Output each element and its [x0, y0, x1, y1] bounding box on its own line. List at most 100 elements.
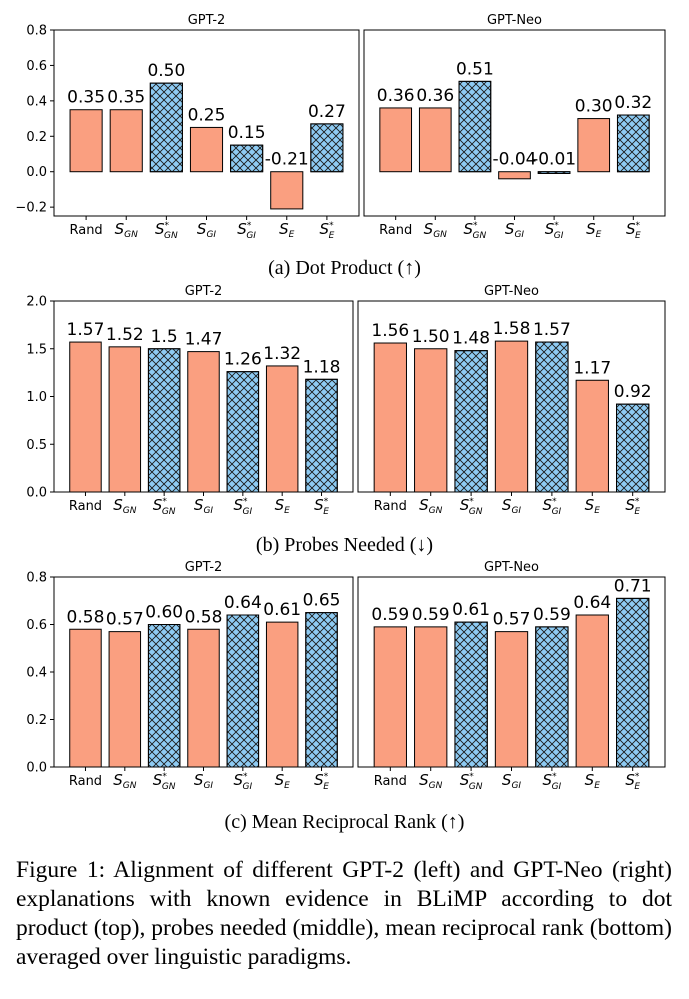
x-tick-label-6: S* E — [626, 220, 641, 241]
y-tick-label-2: 0.2 — [26, 130, 47, 145]
data-label-1: 0.35 — [107, 88, 145, 108]
panel-gpt-neo: 0.36 Rand 0.36 SGN 0.51 S* GN -0.04 SGI -0.01 S* GI… — [363, 13, 666, 241]
x-tick-label-6: S* E — [314, 771, 329, 792]
x-tick-label-1: SGN — [115, 220, 139, 240]
bar-3 — [187, 628, 220, 768]
x-tick-label-4: S* GI — [234, 496, 253, 517]
bar-5 — [577, 118, 611, 173]
panel-gpt-2: 0.35 Rand 0.35 SGN 0.50 S* GN 0.25 SGI 0.15 S* GI -0… — [15, 13, 360, 241]
panel-gpt-neo: 0.59 Rand 0.59 SGN 0.61 S* GN 0.57 SGI 0.59 S* GI 0.… — [357, 560, 666, 792]
data-label-5: 0.30 — [575, 97, 613, 117]
data-label-5: 1.17 — [573, 358, 611, 378]
x-tick-label-3: SGI — [197, 220, 217, 240]
data-label-2: 0.60 — [145, 603, 183, 623]
data-label-6: 0.65 — [303, 591, 341, 611]
y-tick-label-4: 0.8 — [26, 571, 47, 586]
bar-hatch-2 — [458, 80, 492, 173]
x-tick-label-2: S* GN — [153, 496, 176, 517]
plot-frame — [363, 29, 666, 217]
y-tick-label-1: 0.0 — [26, 165, 47, 180]
panel-title: GPT-2 — [185, 284, 223, 299]
x-tick-label-0: Rand — [379, 223, 412, 238]
panel-gpt-2: 0.58 Rand 0.57 SGN 0.60 S* GN 0.58 SGI 0.64 S* GI 0.… — [26, 560, 354, 792]
plot-frame — [357, 576, 666, 768]
data-label-3: 0.57 — [493, 610, 531, 630]
data-label-3: 0.25 — [188, 105, 226, 125]
x-tick-label-1: SGN — [419, 771, 443, 791]
x-tick-label-5: SE — [585, 771, 601, 791]
x-tick-label-5: SE — [275, 496, 291, 516]
panel-title: GPT-Neo — [484, 560, 539, 575]
data-label-1: 1.52 — [106, 325, 144, 345]
bar-5 — [265, 365, 299, 493]
x-tick-label-5: SE — [279, 220, 295, 240]
x-tick-label-6: S* E — [625, 496, 640, 517]
panel-title: GPT-2 — [188, 13, 226, 28]
bar-0 — [69, 341, 102, 493]
bar-hatch-6 — [305, 378, 338, 493]
bar-hatch-2 — [454, 350, 488, 493]
bar-hatch-2 — [147, 624, 181, 768]
data-label-4: 1.57 — [533, 320, 571, 340]
bar-0 — [69, 109, 103, 173]
data-label-5: 0.64 — [573, 593, 611, 613]
data-label-5: -0.21 — [265, 150, 309, 170]
x-tick-label-4: S* GI — [237, 220, 256, 241]
bar-1 — [414, 626, 448, 768]
bar-hatch-4 — [537, 171, 571, 174]
x-tick-label-3: SGI — [194, 496, 214, 516]
data-label-3: 1.47 — [185, 330, 223, 350]
data-label-6: 0.32 — [614, 93, 652, 113]
subfigure-caption: (b) Probes Needed (↓) — [256, 534, 433, 556]
x-tick-label-3: SGI — [194, 771, 214, 791]
x-tick-label-4: S* GI — [545, 220, 564, 241]
data-label-3: -0.04 — [493, 150, 537, 170]
panel-title: GPT-Neo — [484, 284, 539, 299]
x-tick-label-4: S* GI — [234, 771, 253, 792]
x-tick-label-0: Rand — [69, 223, 102, 238]
data-label-2: 1.48 — [452, 329, 490, 349]
bar-hatch-2 — [149, 82, 183, 173]
data-label-1: 0.57 — [106, 610, 144, 630]
bar-5 — [270, 171, 304, 210]
data-label-3: 1.58 — [493, 319, 531, 339]
x-tick-label-4: S* GI — [543, 771, 562, 792]
x-tick-label-2: S* GN — [460, 771, 483, 792]
bar-5 — [265, 621, 299, 768]
data-label-0: 1.56 — [371, 321, 409, 341]
y-tick-label-2: 1.0 — [26, 390, 47, 405]
bar-hatch-4 — [535, 341, 569, 493]
y-tick-label-4: 0.6 — [26, 59, 47, 74]
data-label-6: 0.27 — [308, 102, 346, 122]
bar-hatch-6 — [616, 114, 650, 173]
data-label-4: 0.15 — [228, 123, 266, 143]
bar-0 — [379, 107, 413, 173]
y-tick-label-5: 0.8 — [26, 24, 47, 39]
y-tick-label-3: 0.4 — [26, 94, 47, 109]
bar-hatch-4 — [230, 144, 264, 173]
bar-hatch-6 — [616, 403, 650, 493]
data-label-0: 0.58 — [67, 607, 105, 627]
bar-hatch-4 — [535, 626, 569, 768]
x-tick-label-1: SGN — [424, 220, 448, 240]
bar-1 — [414, 348, 448, 493]
figure-caption: Figure 1: Alignment of different GPT-2 (… — [16, 857, 672, 970]
data-label-4: 0.59 — [533, 605, 571, 625]
x-tick-label-6: S* E — [320, 220, 335, 241]
x-tick-label-2: S* GN — [460, 496, 483, 517]
data-label-2: 0.50 — [147, 61, 185, 81]
data-label-0: 1.57 — [67, 320, 105, 340]
data-label-1: 0.36 — [416, 86, 454, 106]
x-tick-label-1: SGN — [113, 496, 137, 516]
y-tick-label-3: 0.6 — [26, 618, 47, 633]
bar-1 — [108, 631, 142, 768]
data-label-6: 1.18 — [303, 357, 341, 377]
data-label-1: 0.59 — [412, 605, 450, 625]
x-tick-label-0: Rand — [374, 499, 407, 514]
panel-title: GPT-Neo — [487, 13, 542, 28]
x-tick-label-5: SE — [275, 771, 291, 791]
x-tick-label-1: SGN — [419, 496, 443, 516]
x-tick-label-0: Rand — [69, 774, 102, 789]
x-tick-label-2: S* GN — [464, 220, 487, 241]
bar-1 — [109, 109, 143, 173]
